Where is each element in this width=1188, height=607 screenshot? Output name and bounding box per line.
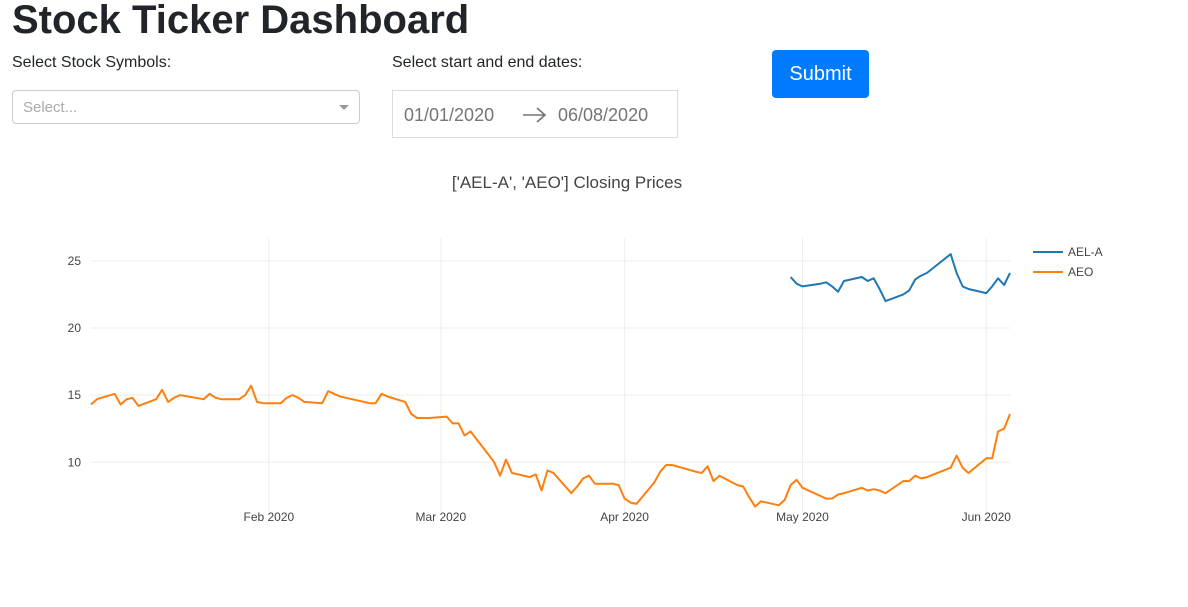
stock-symbol-select[interactable]: Select...: [12, 90, 360, 124]
chart-title: ['AEL-A', 'AEO'] Closing Prices: [452, 173, 682, 192]
series-line-ael-a[interactable]: [789, 253, 1011, 303]
start-date-input[interactable]: 01/01/2020: [404, 105, 495, 125]
x-tick-label: Jun 2020: [962, 510, 1012, 524]
end-date-input[interactable]: 06/08/2020: [558, 105, 649, 125]
chevron-down-icon[interactable]: [339, 105, 349, 110]
y-tick-label: 20: [68, 321, 82, 335]
x-tick-label: May 2020: [776, 510, 829, 524]
symbols-label: Select Stock Symbols:: [12, 54, 172, 71]
dates-label: Select start and end dates:: [392, 54, 583, 71]
select-placeholder: Select...: [23, 99, 78, 116]
series-line-aeo[interactable]: [90, 384, 1011, 508]
y-tick-label: 15: [68, 388, 82, 402]
x-tick-label: Feb 2020: [244, 510, 295, 524]
submit-button[interactable]: Submit: [772, 50, 869, 98]
legend-label[interactable]: AEO: [1068, 265, 1093, 279]
y-tick-label: 10: [68, 455, 82, 469]
page-title: Stock Ticker Dashboard: [12, 0, 470, 42]
x-tick-label: Apr 2020: [600, 510, 649, 524]
date-range-picker[interactable]: 01/01/2020 06/08/2020: [392, 90, 678, 138]
legend-label[interactable]: AEL-A: [1068, 245, 1103, 259]
closing-prices-chart: ['AEL-A', 'AEO'] Closing Prices 10 15 20 25…: [68, 173, 1103, 524]
arrow-right-icon: [523, 107, 547, 123]
x-tick-label: Mar 2020: [415, 510, 466, 524]
y-tick-label: 25: [68, 254, 82, 268]
